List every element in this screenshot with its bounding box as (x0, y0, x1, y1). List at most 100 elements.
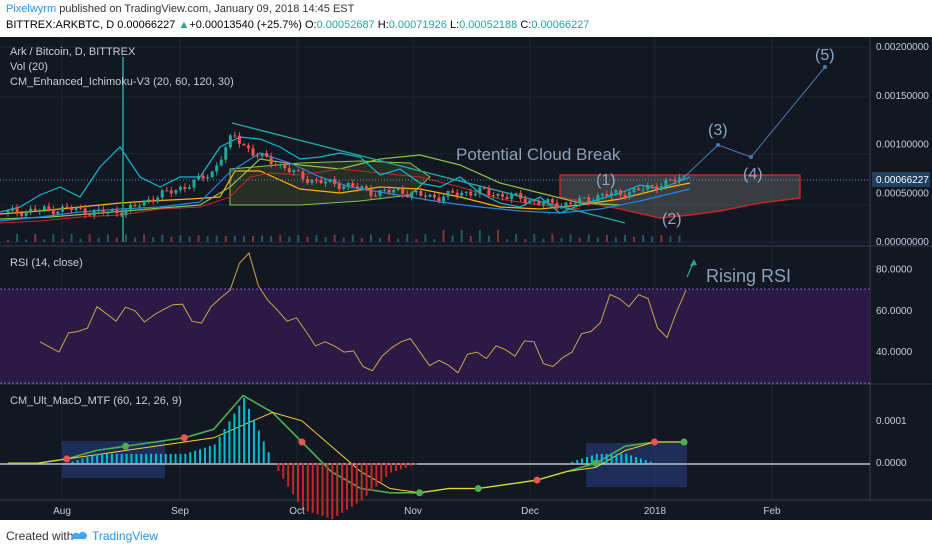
candle-body (92, 210, 96, 216)
macd-histogram-bar (409, 463, 412, 467)
candle-body (446, 190, 450, 197)
macd-histogram-bar (218, 436, 221, 464)
candle-body (423, 195, 427, 197)
volume-bar (261, 235, 264, 242)
volume-bar (369, 234, 372, 242)
volume-bars (7, 230, 681, 242)
candle-body (428, 194, 432, 197)
volume-bar (233, 235, 236, 242)
kijun-line (0, 170, 691, 215)
volume-bar (406, 234, 409, 242)
macd-histogram-bar (311, 463, 314, 513)
volume-bar (360, 237, 363, 242)
candle-body (632, 188, 636, 193)
macd-histogram-bar (385, 463, 388, 478)
macd-histogram-bar (145, 453, 148, 464)
time-axis-tick: Dec (521, 506, 539, 517)
macd-axis-tick: 0.0000 (876, 458, 907, 469)
volume-bar (560, 238, 563, 242)
ichimoku-indicator-label: CM_Enhanced_Ichimoku-V3 (20, 60, 120, 30… (10, 76, 234, 88)
candle-body (147, 199, 151, 201)
candle-body (405, 194, 409, 197)
candle-body (319, 180, 323, 184)
candle-body (396, 188, 400, 190)
tradingview-brand-link[interactable]: TradingView (92, 529, 159, 543)
macd-histogram-bar (248, 408, 251, 464)
close-label: C: (520, 19, 532, 31)
volume-bar (487, 235, 490, 242)
candle-body (169, 190, 173, 194)
candle-body (419, 190, 423, 196)
candle-body (555, 202, 559, 209)
candle-body (29, 208, 33, 212)
candle-body (655, 186, 659, 191)
candle-body (115, 210, 119, 214)
candle-body (550, 199, 554, 203)
candle-body (573, 203, 577, 205)
low-label: L: (449, 19, 460, 31)
candle-body (183, 187, 187, 189)
macd-histogram-bar (164, 453, 167, 464)
volume-bar (397, 238, 400, 242)
price-axis-tick: 0.00150000 (876, 91, 929, 102)
candle-body (578, 197, 582, 204)
candle-body (532, 200, 536, 202)
candle-body (582, 197, 586, 199)
macd-histogram-bar (414, 463, 417, 465)
macd-histogram-bar (404, 463, 407, 468)
candle-body (310, 179, 314, 183)
candle-body (178, 187, 182, 191)
wave-label-1: (1) (596, 172, 616, 189)
macd-histogram-bar (159, 453, 162, 464)
candle-body (315, 179, 319, 181)
time-axis-tick: Sep (171, 506, 189, 517)
time-axis-tick: 2018 (644, 506, 667, 517)
price-axis-tick: 0.00100000 (876, 140, 929, 151)
volume-bar (342, 237, 345, 242)
change-value: +0.00013540 (+25.7%) (189, 19, 302, 31)
time-axis-tick: Oct (289, 506, 305, 517)
candle-body (165, 190, 169, 192)
candle-body (351, 183, 355, 187)
macd-histogram-bar (71, 461, 74, 464)
volume-bar (25, 239, 28, 242)
volume-bar (415, 238, 418, 242)
candle-body (373, 195, 377, 197)
candle-body (174, 190, 178, 194)
volume-bar (188, 236, 191, 242)
volume-bar (206, 236, 209, 242)
candle-body (664, 179, 668, 187)
macd-histogram-bar (120, 453, 123, 464)
macd-histogram-bar (243, 398, 246, 464)
candle-body (269, 156, 273, 165)
author-link[interactable]: Pixelwyrm (6, 3, 57, 15)
macd-cross-dot (122, 442, 130, 450)
macd-histogram-bar (174, 453, 177, 464)
volume-bar (270, 236, 273, 242)
volume-bar (97, 238, 100, 242)
candle-body (523, 198, 527, 203)
rsi-band-fill (0, 289, 870, 383)
volume-bar (279, 235, 282, 242)
macd-histogram-bar (306, 463, 309, 512)
macd-histogram-bar (189, 452, 192, 464)
price-axis-tick: 0.00200000 (876, 42, 929, 53)
main-pane-title: Ark / Bitcoin, D, BITTREX (10, 46, 136, 58)
open-label: O: (304, 19, 317, 31)
macd-pane-title: CM_Ult_MacD_MTF (60, 12, 26, 9) (10, 395, 182, 407)
chart-area[interactable]: Ark / Bitcoin, D, BITTREX Vol (20) CM_En… (0, 37, 932, 520)
volume-bar (442, 230, 445, 242)
macd-histogram-bar (135, 453, 138, 464)
candle-body (614, 190, 618, 193)
macd-histogram-bar (595, 453, 598, 464)
candle-body (482, 187, 486, 189)
candle-body (387, 189, 391, 193)
volume-bar (469, 235, 472, 242)
candle-body (246, 145, 250, 149)
macd-cross-dots (63, 434, 688, 497)
rsi-pane-title: RSI (14, close) (10, 257, 83, 269)
volume-bar (651, 236, 654, 242)
last-price-tag-text: 0.00066227 (876, 175, 929, 186)
macd-histogram-bar (287, 463, 290, 487)
candle-body (206, 177, 210, 179)
